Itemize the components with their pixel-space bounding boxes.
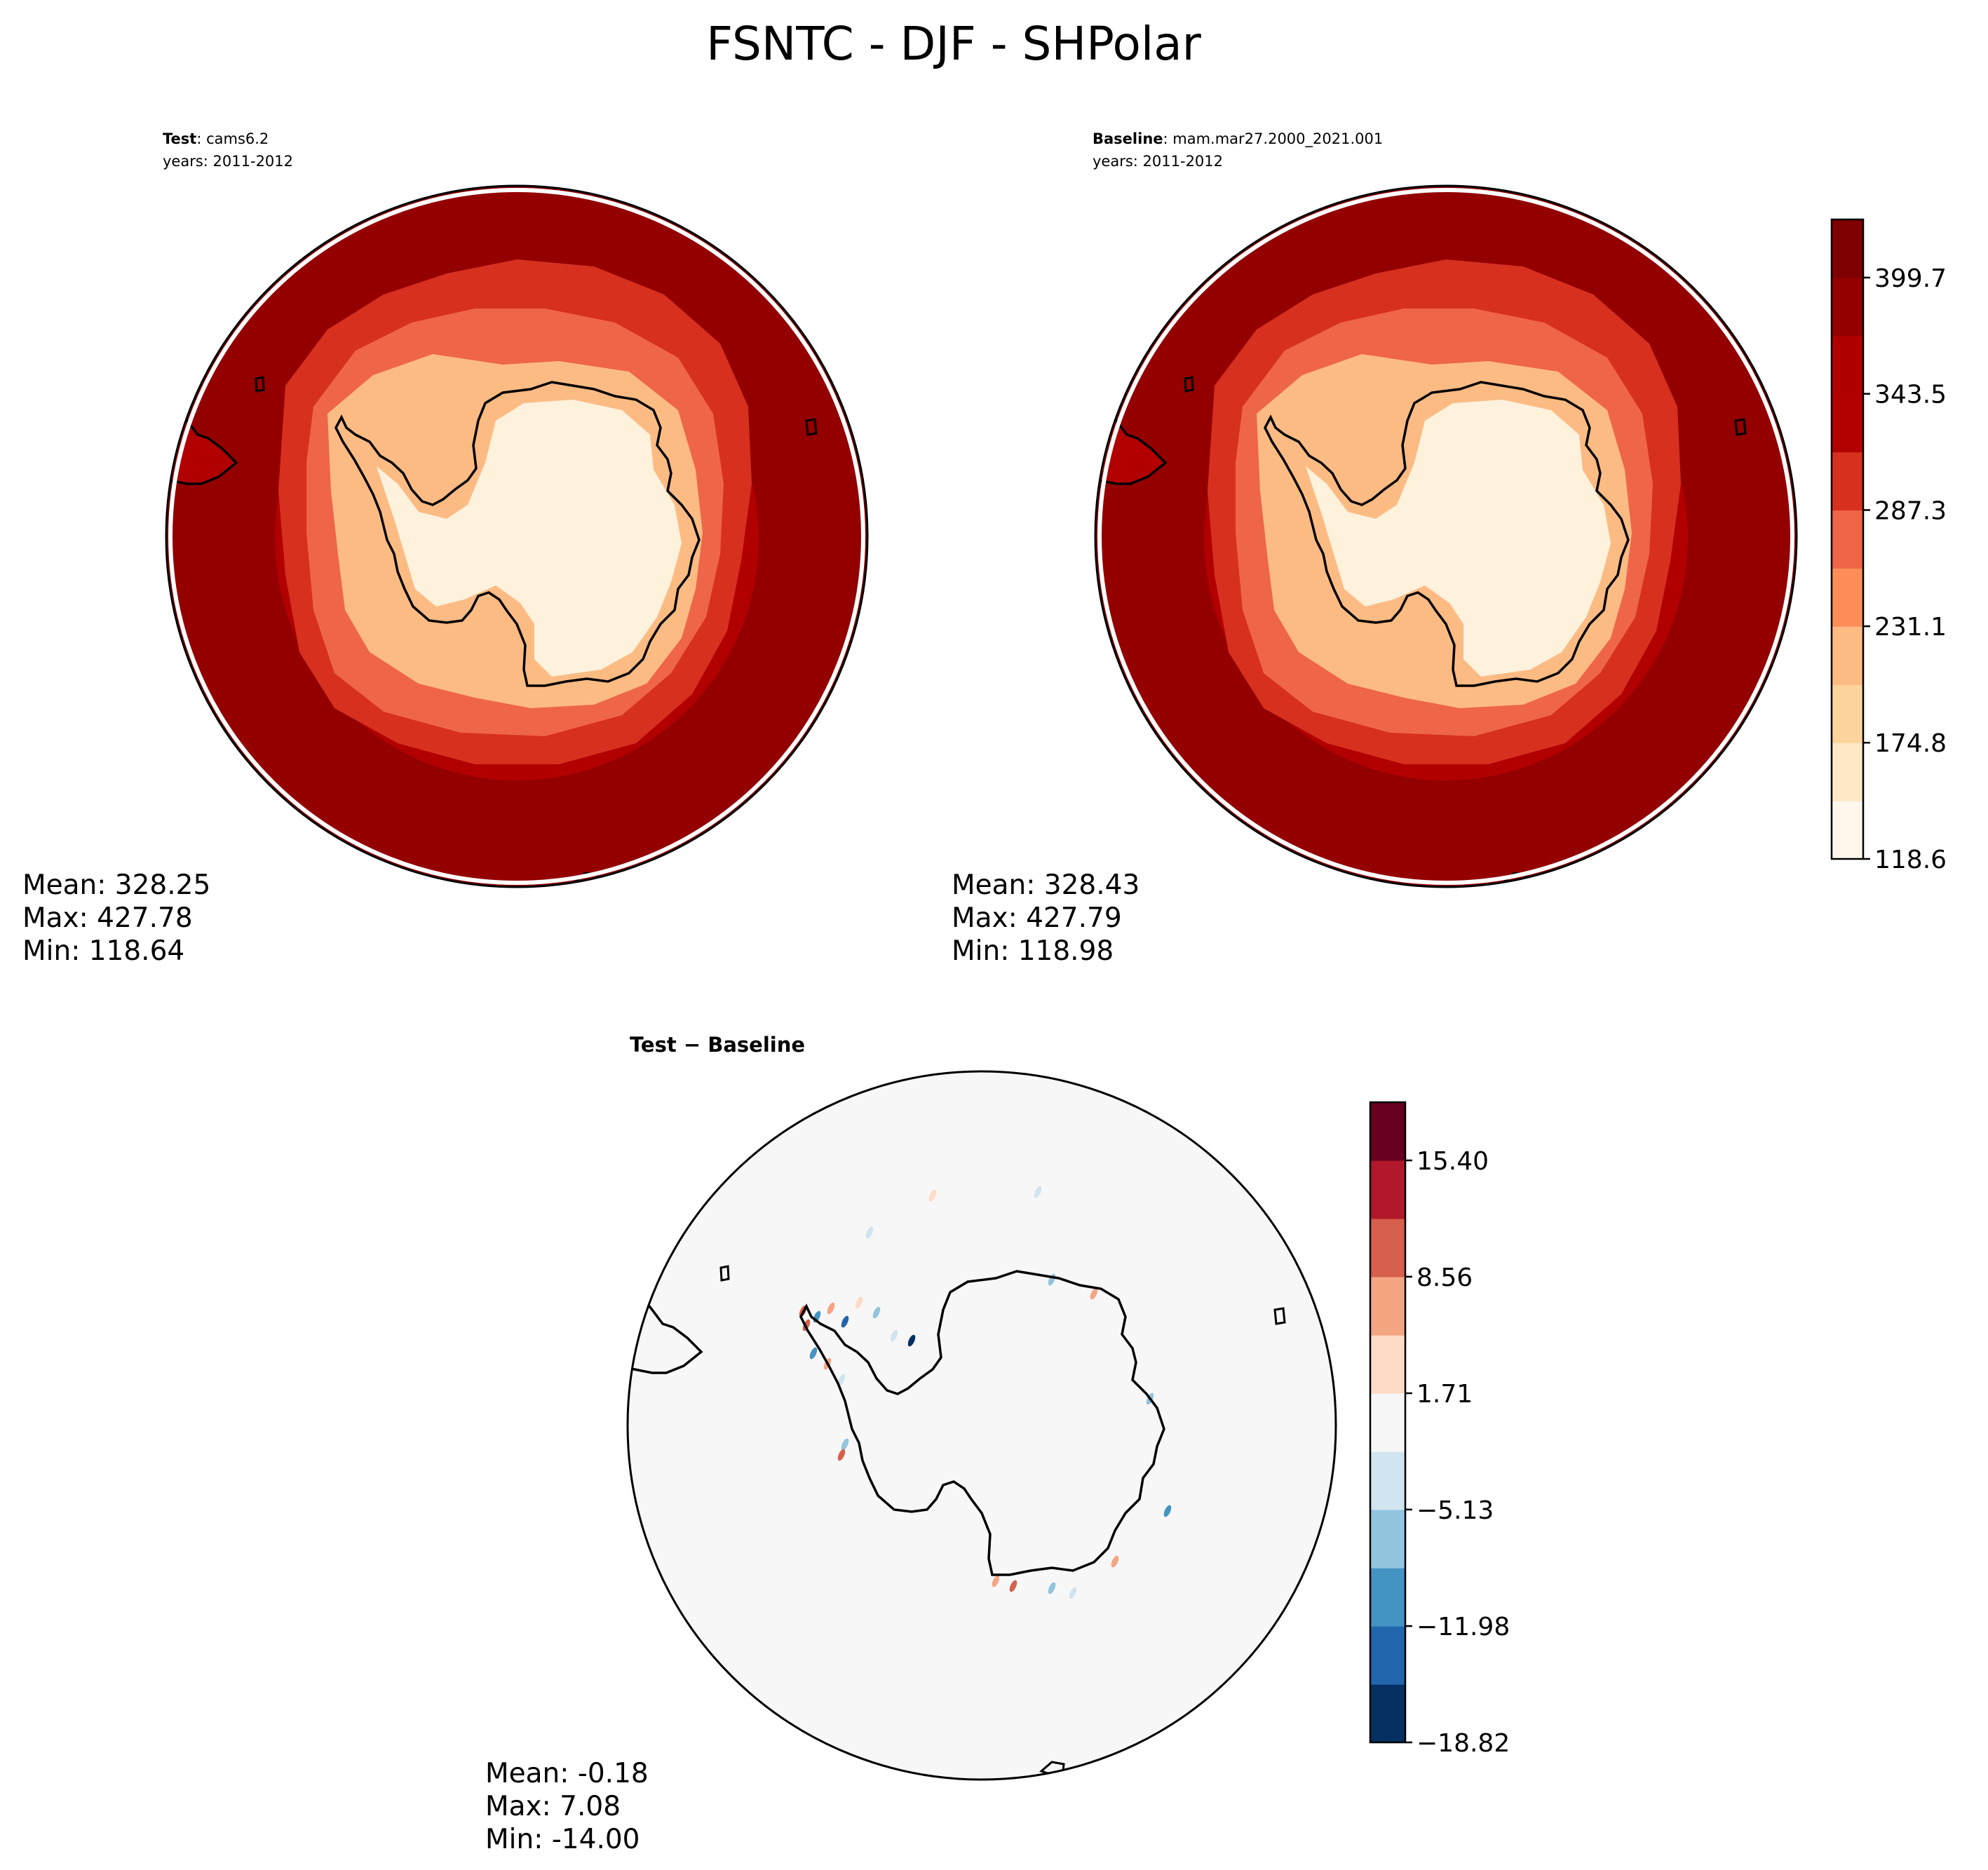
cb-top-band xyxy=(1832,568,1863,627)
diff-anomaly-speck xyxy=(1048,1582,1056,1594)
cb-diff-outline xyxy=(1369,1101,1407,1744)
diff-anomaly-speck xyxy=(802,1319,811,1332)
colorbar-diff: −18.82 −11.98 −5.13 1.71 8.56 15.40 xyxy=(1369,1101,1510,1758)
cb-diff-band xyxy=(1370,1335,1405,1394)
diff-map-border xyxy=(626,1070,1337,1781)
cb-top-band xyxy=(1832,335,1863,395)
colorbar-field: 118.6 174.8 231.1 287.3 343.5 399.7 xyxy=(1830,218,1947,874)
cb-diff-tick-label: −18.82 xyxy=(1416,1729,1510,1758)
figure-title: FSNTC - DJF - SHPolar xyxy=(706,17,1202,71)
diff-anomalies xyxy=(799,1186,1172,1599)
test-years: years: 2011-2012 xyxy=(163,153,293,170)
test-map-border xyxy=(165,184,869,888)
test-label-value: : cams6.2 xyxy=(196,130,269,147)
cb-diff-tick-label: 1.71 xyxy=(1416,1380,1473,1409)
baseline-years: years: 2011-2012 xyxy=(1093,153,1223,170)
baseline-map xyxy=(1095,186,1797,887)
diff-map xyxy=(628,1071,1336,1780)
baseline-max: Max: 427.79 xyxy=(952,902,1122,934)
cb-diff-tick-label: 8.56 xyxy=(1416,1263,1473,1292)
diff-anomaly-speck xyxy=(928,1189,937,1202)
baseline-panel: Baseline: mam.mar27.2000_2021.001 years:… xyxy=(952,130,1798,967)
cb-diff-band xyxy=(1370,1102,1405,1161)
cb-top-tick-label: 174.8 xyxy=(1874,729,1947,758)
test-map xyxy=(166,186,867,887)
cb-diff-band xyxy=(1370,1276,1405,1336)
cb-diff-band xyxy=(1370,1684,1405,1743)
diff-island-northwest xyxy=(719,1265,730,1282)
cb-top-band xyxy=(1832,393,1863,453)
cb-top-tick-label: 287.3 xyxy=(1874,496,1947,525)
cb-diff-band xyxy=(1370,1509,1405,1569)
baseline-island-east xyxy=(1734,418,1747,436)
test-panel: Test: cams6.2 years: 2011-2012 Mean: 328… xyxy=(22,130,869,967)
cb-top-tick-label: 343.5 xyxy=(1874,381,1947,409)
diff-anomaly-speck xyxy=(907,1334,916,1347)
diff-min: Min: -14.00 xyxy=(485,1824,640,1855)
diff-anomaly-speck xyxy=(1163,1505,1172,1517)
diff-anomaly-speck xyxy=(827,1302,835,1315)
diff-anomaly-speck xyxy=(837,1374,846,1386)
diff-anomaly-speck xyxy=(992,1575,1000,1587)
test-map-rim xyxy=(168,188,865,885)
diff-background xyxy=(628,1071,1336,1780)
baseline-label-bold: Baseline xyxy=(1093,130,1163,147)
cb-diff-tick-label: 15.40 xyxy=(1416,1147,1489,1176)
baseline-label-value: : mam.mar27.2000_2021.001 xyxy=(1163,130,1384,148)
cb-diff-band xyxy=(1370,1160,1405,1219)
diff-anomaly-speck xyxy=(841,1438,849,1451)
cb-top-band xyxy=(1832,510,1863,569)
diff-panel: Test − Baseline Mean: -0.18 Max: 7.08 Mi… xyxy=(485,1033,1337,1855)
cb-top-band xyxy=(1832,801,1863,860)
diff-anomaly-speck xyxy=(837,1449,846,1461)
diff-anomaly-speck xyxy=(890,1329,898,1342)
cb-top-band xyxy=(1832,684,1863,743)
test-mean: Mean: 328.25 xyxy=(22,869,210,901)
diff-anomaly-speck xyxy=(1069,1587,1077,1599)
diff-anomaly-speck xyxy=(1009,1580,1017,1592)
test-island-northwest xyxy=(255,376,265,393)
diff-anomaly-speck xyxy=(855,1296,863,1309)
baseline-map-border xyxy=(1094,184,1798,888)
baseline-mean: Mean: 328.43 xyxy=(952,869,1140,901)
cb-top-band xyxy=(1832,219,1863,278)
diff-anomaly-speck xyxy=(809,1347,818,1360)
cb-diff-band xyxy=(1370,1568,1405,1627)
test-max: Max: 427.78 xyxy=(22,902,193,934)
baseline-map-rim xyxy=(1097,188,1794,885)
baseline-island-northwest xyxy=(1184,376,1194,393)
cb-top-tick-label: 118.6 xyxy=(1874,846,1947,874)
test-label-bold: Test xyxy=(163,130,196,147)
cb-top-outline xyxy=(1830,218,1865,860)
cb-top-band xyxy=(1832,743,1863,801)
diff-island-east xyxy=(1273,1307,1286,1325)
diff-anomaly-speck xyxy=(1111,1555,1119,1568)
diff-anomaly-speck xyxy=(841,1315,849,1328)
baseline-min: Min: 118.98 xyxy=(952,935,1114,967)
diff-max: Max: 7.08 xyxy=(485,1791,621,1822)
cb-top-band xyxy=(1832,277,1863,337)
diff-anomaly-speck xyxy=(872,1306,881,1319)
cb-diff-band xyxy=(1370,1626,1405,1685)
test-label: Test: cams6.2 xyxy=(163,130,269,147)
cb-diff-band xyxy=(1370,1451,1405,1510)
cb-top-tick-label: 231.1 xyxy=(1874,613,1947,642)
cb-top-band xyxy=(1832,452,1863,511)
diff-title: Test − Baseline xyxy=(630,1033,805,1057)
diff-anomaly-speck xyxy=(865,1226,874,1239)
cb-diff-tick-label: −11.98 xyxy=(1416,1613,1510,1641)
cb-top-band xyxy=(1832,626,1863,685)
test-island-east xyxy=(805,418,818,436)
diff-anomaly-speck xyxy=(1090,1287,1098,1300)
cb-diff-tick-label: −5.13 xyxy=(1416,1496,1494,1525)
baseline-label: Baseline: mam.mar27.2000_2021.001 xyxy=(1093,130,1383,148)
cb-diff-band xyxy=(1370,1393,1405,1452)
cb-top-tick-label: 399.7 xyxy=(1874,264,1947,293)
diff-anomaly-speck xyxy=(1034,1186,1042,1198)
cb-diff-band xyxy=(1370,1218,1405,1278)
test-min: Min: 118.64 xyxy=(22,935,184,967)
diff-mean: Mean: -0.18 xyxy=(485,1758,649,1789)
